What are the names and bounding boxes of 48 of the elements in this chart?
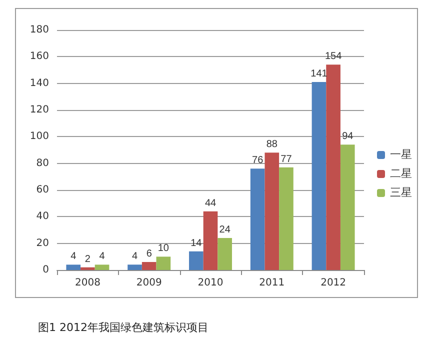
- bar: [340, 144, 355, 270]
- data-label: 88: [266, 139, 278, 150]
- bar: [250, 168, 265, 270]
- data-label: 76: [252, 155, 264, 166]
- bar: [66, 264, 81, 270]
- data-label: 2: [84, 254, 91, 265]
- legend-label: 一星: [390, 149, 412, 161]
- data-label: 154: [324, 51, 342, 62]
- bar: [189, 251, 204, 270]
- y-tick-label: 180: [30, 24, 49, 36]
- bar: [312, 82, 326, 270]
- data-label: 14: [190, 238, 202, 249]
- bar: [279, 167, 294, 270]
- y-tick-label: 80: [36, 158, 49, 169]
- data-label: 10: [158, 243, 170, 254]
- bar: [203, 211, 218, 270]
- bar: [326, 64, 340, 270]
- caption: 图1 2012年我国绿色建筑标识项目: [38, 321, 208, 334]
- y-tick-label: 0: [42, 264, 49, 276]
- bar: [94, 264, 110, 270]
- y-tick-label: 100: [30, 131, 49, 142]
- y-tick-label: 120: [30, 104, 49, 116]
- y-tick-label: 60: [36, 184, 49, 196]
- data-label: 4: [70, 251, 77, 262]
- data-label: 4: [132, 251, 138, 262]
- y-tick-label: 160: [30, 51, 49, 62]
- data-label: 6: [146, 248, 152, 260]
- bar: [128, 264, 142, 270]
- legend-label: 二星: [390, 168, 412, 180]
- bar: [264, 152, 280, 270]
- y-tick-label: 20: [36, 238, 49, 249]
- data-label: 24: [219, 224, 231, 236]
- legend-label: 三星: [390, 187, 412, 199]
- x-tick-label: 2010: [198, 278, 224, 288]
- data-label: 77: [280, 154, 292, 165]
- bar: [156, 256, 171, 270]
- y-tick-label: 140: [30, 78, 49, 89]
- x-tick-label: 2008: [74, 278, 100, 288]
- y-tick-label: 40: [36, 211, 49, 222]
- data-label: 94: [342, 131, 354, 142]
- x-tick-label: 2011: [259, 278, 285, 288]
- bar: [80, 267, 95, 270]
- bar: [218, 238, 232, 270]
- bar: [142, 262, 156, 270]
- x-tick-label: 2012: [320, 278, 346, 288]
- data-label: 44: [204, 198, 216, 209]
- x-tick-label: 2009: [136, 278, 162, 288]
- data-label: 4: [99, 251, 106, 262]
